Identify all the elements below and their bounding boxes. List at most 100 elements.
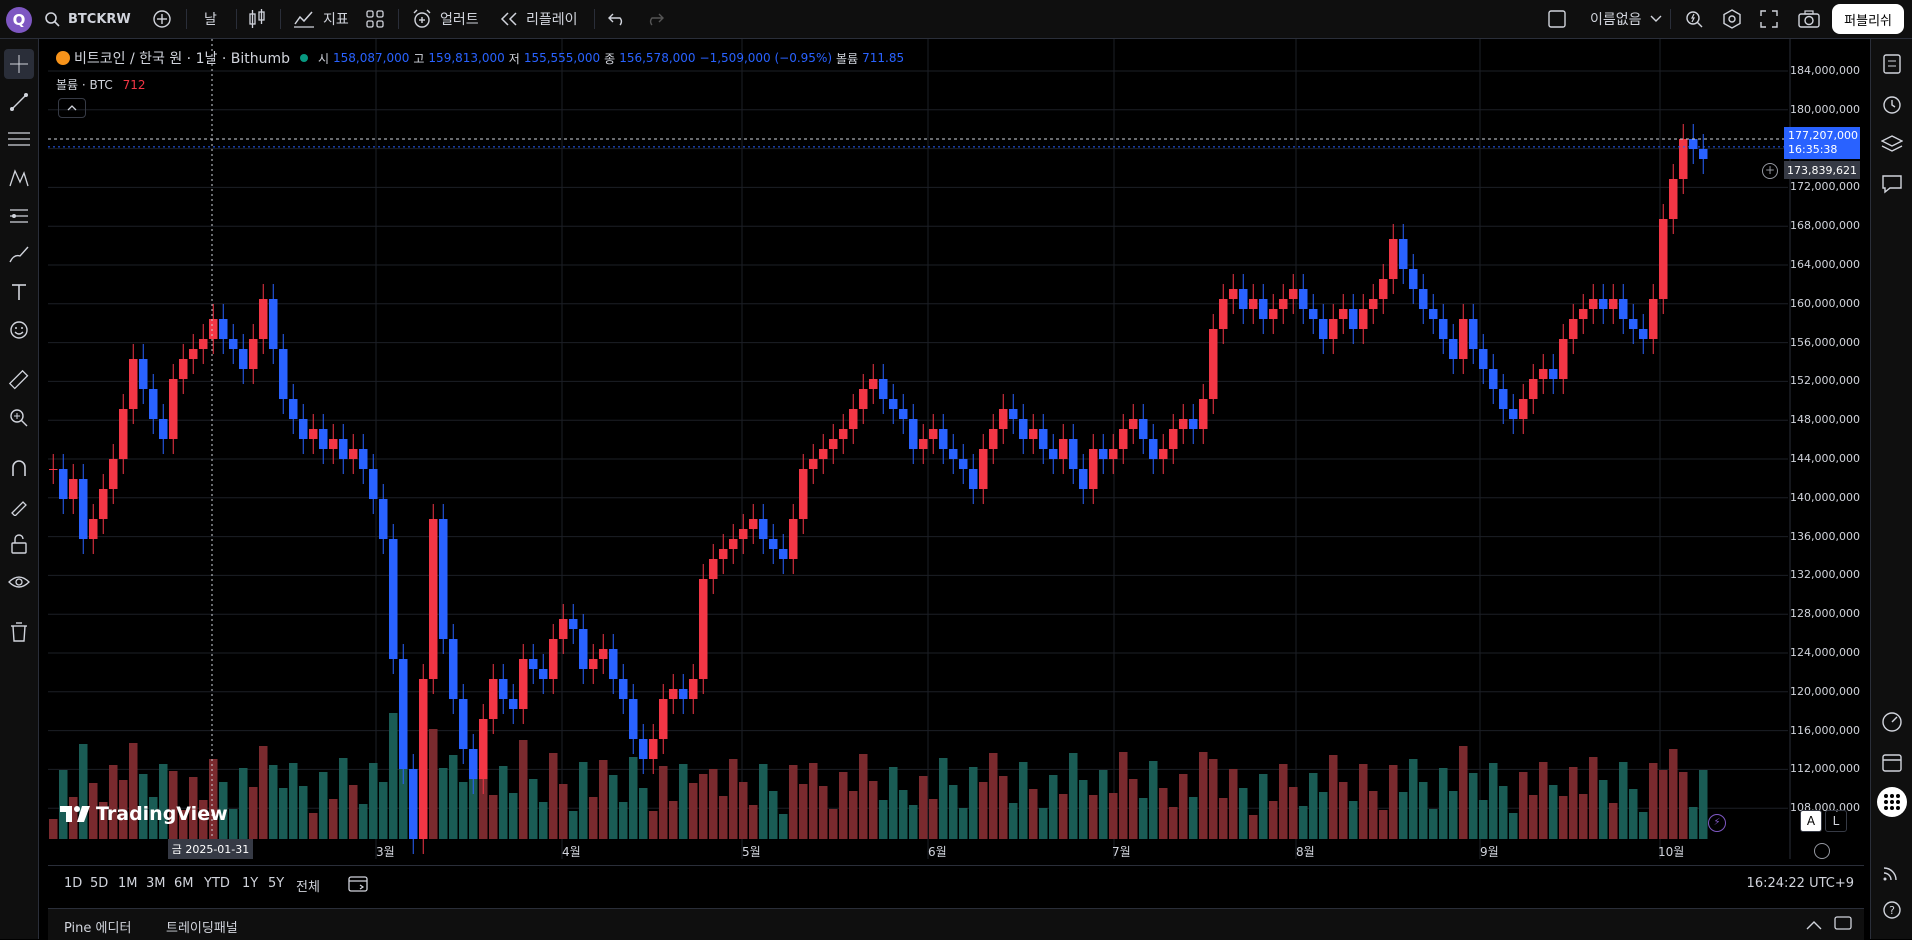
measure-tool[interactable] <box>4 365 34 395</box>
panel-maximize-button[interactable] <box>1834 916 1852 934</box>
auto-scale-button[interactable]: A <box>1800 810 1822 832</box>
axis-settings-icon[interactable] <box>1814 843 1830 859</box>
price-chart[interactable] <box>48 39 1864 859</box>
range-button[interactable]: 1M <box>118 876 138 891</box>
tab-pine-editor[interactable]: Pine 에디터 <box>64 921 132 936</box>
lightning-icon[interactable]: ⚡ <box>1708 814 1726 832</box>
delete-tool[interactable] <box>4 617 34 647</box>
volume-bar <box>1479 800 1488 839</box>
lock-drawing-tool[interactable] <box>4 491 34 521</box>
brush-tool[interactable] <box>4 239 34 269</box>
signal-button[interactable] <box>1877 857 1907 887</box>
volume-bar <box>1119 752 1128 839</box>
symbol-search[interactable]: BTCKRW <box>44 0 131 38</box>
range-button[interactable]: 5D <box>90 876 109 891</box>
panel-expand-button[interactable] <box>1806 918 1822 934</box>
redo-button[interactable] <box>646 0 664 38</box>
visibility-tool[interactable] <box>4 567 34 597</box>
candle <box>1659 219 1668 299</box>
fib-icon <box>8 132 30 146</box>
volume-bar <box>1509 813 1518 839</box>
zoom-in-icon <box>10 409 28 427</box>
collapse-legend-button[interactable] <box>58 98 86 118</box>
volume-bar <box>449 755 458 839</box>
tradingview-logo-icon <box>60 806 90 822</box>
divider <box>280 9 281 29</box>
range-button[interactable]: 3M <box>146 876 166 891</box>
pattern-tool[interactable] <box>4 163 34 193</box>
compare-button[interactable] <box>152 0 172 38</box>
chats-button[interactable] <box>1877 169 1907 199</box>
volume-indicator-legend[interactable]: 볼륨 · BTC 712 <box>56 76 146 93</box>
lock-tool[interactable] <box>4 529 34 559</box>
screenshot-button[interactable] <box>1798 0 1820 38</box>
alert-button[interactable]: 얼러트 <box>412 0 479 38</box>
price-axis-label: 152,000,000 <box>1790 374 1860 388</box>
candle <box>1489 369 1498 389</box>
tradingview-logo[interactable]: TradingView <box>60 803 228 825</box>
range-button[interactable]: 1Y <box>242 876 259 891</box>
help-button[interactable]: ? <box>1877 895 1907 925</box>
emoji-tool[interactable] <box>4 315 34 345</box>
alerts-button[interactable] <box>1877 89 1907 119</box>
candle <box>719 549 728 559</box>
quick-search-icon <box>1686 11 1703 28</box>
forecast-tool[interactable] <box>4 201 34 231</box>
date-range-button[interactable] <box>348 874 368 896</box>
layout-name-button[interactable]: 이름없음 <box>1548 0 1662 38</box>
object-tree-button[interactable] <box>1877 129 1907 159</box>
price-axis-label: 164,000,000 <box>1790 258 1860 271</box>
crosshair-tool[interactable] <box>4 49 34 79</box>
volume-bar <box>1149 761 1158 839</box>
zoom-tool[interactable] <box>4 403 34 433</box>
candle <box>659 699 668 739</box>
volume-bar <box>1569 767 1578 839</box>
chevron-up-icon <box>1806 921 1822 930</box>
range-button[interactable]: 6M <box>174 876 194 891</box>
tab-trading-panel[interactable]: 트레이딩패널 <box>166 921 238 936</box>
volume-bar <box>309 813 318 839</box>
text-tool[interactable] <box>4 277 34 307</box>
fullscreen-button[interactable] <box>1760 0 1778 38</box>
add-alert-icon[interactable]: + <box>1762 163 1778 179</box>
interval-button[interactable]: 날 <box>204 0 217 38</box>
candle <box>79 479 88 539</box>
ideas-button[interactable] <box>1877 707 1907 737</box>
candle <box>1349 309 1358 329</box>
range-button[interactable]: 5Y <box>268 876 285 891</box>
layouts-button[interactable] <box>366 0 384 38</box>
volume-bar <box>229 809 238 839</box>
volume-bar <box>1669 749 1678 839</box>
bottom-panel-bar: Pine 에디터 트레이딩패널 <box>48 908 1864 940</box>
volume-bar <box>89 783 98 839</box>
indicators-button[interactable]: 지표 <box>293 0 349 38</box>
publish-button[interactable]: 퍼블리쉬 <box>1832 4 1904 34</box>
watchlist-button[interactable] <box>1877 49 1907 79</box>
magnet-tool[interactable] <box>4 453 34 483</box>
range-button[interactable]: YTD <box>204 876 230 891</box>
alert-label: 얼러트 <box>440 12 479 28</box>
account-logo[interactable]: Q <box>6 7 32 33</box>
price-axis-label: 120,000,000 <box>1790 684 1860 698</box>
volume-bar <box>919 776 928 839</box>
chart-type-button[interactable] <box>248 0 266 38</box>
time-axis-label: 10월 <box>1658 845 1685 859</box>
replay-button[interactable]: 리플레이 <box>500 0 578 38</box>
volume-bar <box>1189 797 1198 839</box>
range-button[interactable]: 1D <box>64 876 83 891</box>
volume-bar <box>499 766 508 839</box>
fib-tool[interactable] <box>4 125 34 155</box>
undo-button[interactable] <box>608 0 626 38</box>
chevron-up-icon <box>67 105 77 111</box>
calendar-button[interactable] <box>1877 747 1907 777</box>
close-label: 종 <box>604 51 616 66</box>
timezone-clock[interactable]: 16:24:22 UTC+9 <box>1746 876 1854 891</box>
quick-search-button[interactable] <box>1684 0 1704 38</box>
settings-button[interactable] <box>1722 0 1742 38</box>
products-button[interactable] <box>1877 787 1907 817</box>
range-button[interactable]: 전체 <box>296 880 320 895</box>
volume-bar <box>1239 788 1248 839</box>
log-scale-button[interactable]: L <box>1825 810 1847 832</box>
candle <box>99 489 108 519</box>
trendline-tool[interactable] <box>4 87 34 117</box>
